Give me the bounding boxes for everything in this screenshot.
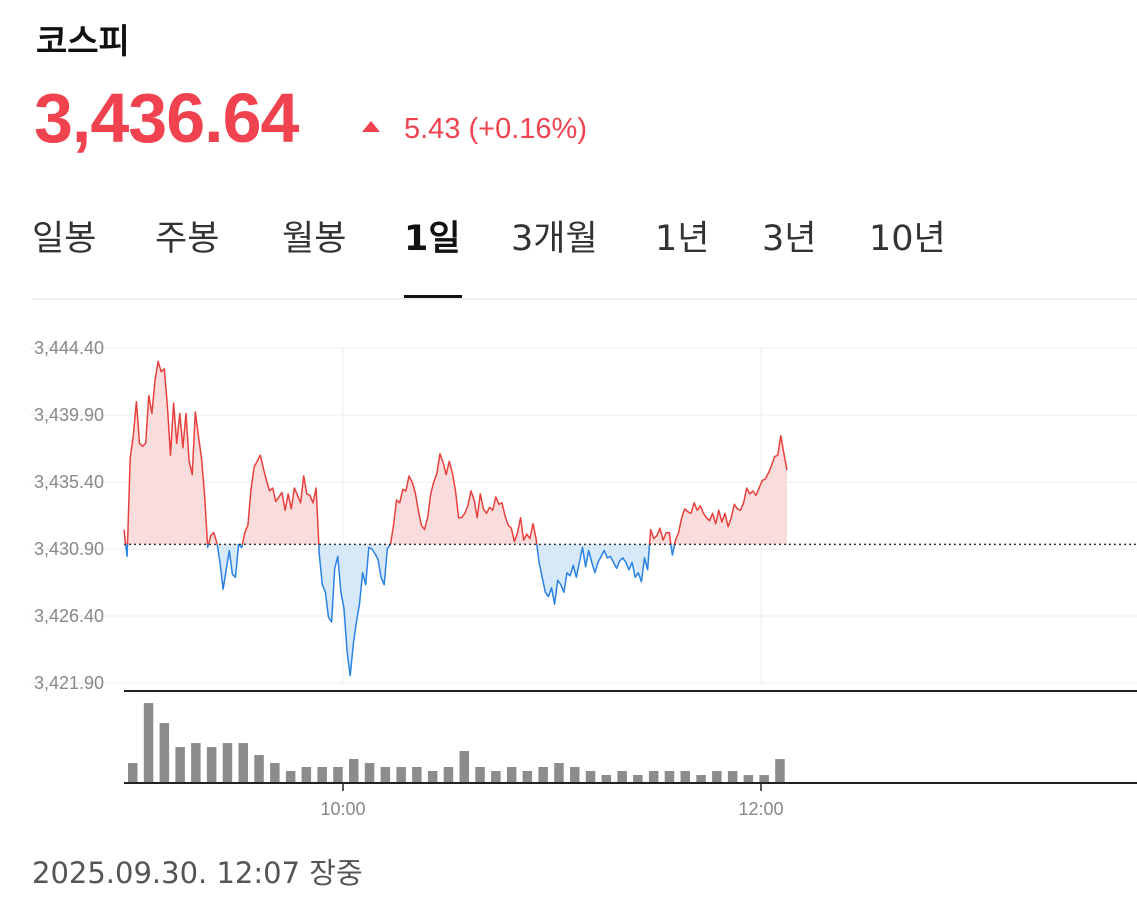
timestamp: 2025.09.30. 12:07 장중 (32, 856, 363, 890)
up-area (242, 455, 319, 545)
volume-bar (601, 775, 612, 783)
down-line (206, 544, 210, 549)
volume-bar (427, 771, 438, 783)
y-tick-label: 3,435.40 (34, 472, 104, 492)
volume-bar (727, 771, 738, 783)
up-line (648, 527, 672, 545)
volume-bar (128, 763, 138, 783)
tab-7[interactable]: 10년 (869, 219, 946, 259)
volume-bar (443, 767, 454, 783)
up-area (649, 528, 671, 545)
volume-bar (633, 775, 643, 783)
tab-5[interactable]: 1년 (655, 219, 710, 259)
volume-bar (175, 747, 185, 783)
down-line (670, 544, 676, 556)
volume-bar (412, 767, 422, 783)
y-tick-label: 3,439.90 (34, 405, 104, 425)
volume-bar (743, 775, 754, 783)
x-tick-label: 10:00 (320, 799, 365, 819)
y-tick-label: 3,426.40 (34, 606, 104, 626)
up-area (208, 532, 218, 545)
up-line (207, 531, 218, 545)
change-value: 5.43 (+0.16%) (404, 113, 587, 145)
down-line (536, 544, 651, 605)
volume-bar (301, 767, 312, 783)
volume-bar (317, 767, 327, 783)
volume-bar (206, 747, 217, 783)
volume-bar (143, 703, 154, 783)
up-line (673, 435, 788, 545)
tab-0[interactable]: 일봉 (32, 219, 97, 259)
up-area (674, 435, 787, 545)
volume-bar (191, 743, 201, 783)
volume-bar (285, 771, 296, 783)
tab-4[interactable]: 3개월 (511, 219, 598, 259)
volume-bar (254, 755, 264, 783)
down-line (216, 543, 244, 590)
down-line (124, 544, 129, 558)
volume-bar (159, 723, 170, 783)
y-tick-label: 3,421.90 (34, 673, 104, 693)
period-tabs: 일봉 주봉 월봉 1일 3개월 1년 3년 10년 (32, 210, 1137, 300)
current-price: 3,436.64 (34, 79, 299, 157)
tab-1[interactable]: 주봉 (155, 219, 220, 259)
active-tab-underline (404, 295, 462, 298)
down-line (318, 543, 392, 677)
volume-bar (349, 759, 359, 783)
up-line (126, 360, 209, 545)
volume-bar (522, 771, 533, 783)
volume-bar (680, 771, 690, 783)
volume-bar (712, 771, 722, 783)
volume-bar (333, 767, 343, 783)
up-arrow-icon (362, 121, 380, 132)
y-tick-label: 3,430.90 (34, 539, 104, 559)
volume-bar (617, 771, 627, 783)
volume-bar (506, 767, 517, 783)
volume-bar (380, 767, 391, 783)
volume-bar (775, 759, 785, 783)
tab-2[interactable]: 월봉 (282, 219, 347, 259)
up-area (390, 453, 537, 545)
price-change: 5.43 (+0.16%) (362, 113, 587, 146)
volume-bar (491, 771, 501, 783)
down-area (536, 544, 650, 605)
volume-bar (222, 743, 233, 783)
volume-bar (396, 767, 406, 783)
up-area (127, 361, 208, 545)
up-line (241, 454, 320, 545)
volume-bar (238, 743, 248, 783)
volume-bar (270, 763, 280, 783)
down-area (217, 544, 243, 590)
y-tick-label: 3,444.40 (34, 338, 104, 358)
volume-bar (696, 775, 706, 783)
down-area (318, 544, 391, 676)
volume-bar (648, 771, 659, 783)
up-line (123, 529, 127, 545)
x-tick-label: 12:00 (738, 799, 783, 819)
tab-3[interactable]: 1일 (404, 219, 461, 259)
tab-6[interactable]: 3년 (762, 219, 817, 259)
volume-bar (554, 763, 564, 783)
volume-bar (570, 767, 580, 783)
up-line (389, 452, 538, 545)
volume-bar (364, 763, 375, 783)
volume-bar (664, 771, 675, 783)
intraday-chart: 3,444.40 3,439.90 3,435.40 3,430.90 3,426.40… (30, 338, 1137, 819)
volume-bar (459, 751, 469, 783)
volume-bar (475, 767, 485, 783)
volume-bar (759, 775, 769, 783)
volume-bar (585, 771, 596, 783)
volume-bar (538, 767, 548, 783)
index-title: 코스피 (36, 22, 130, 62)
